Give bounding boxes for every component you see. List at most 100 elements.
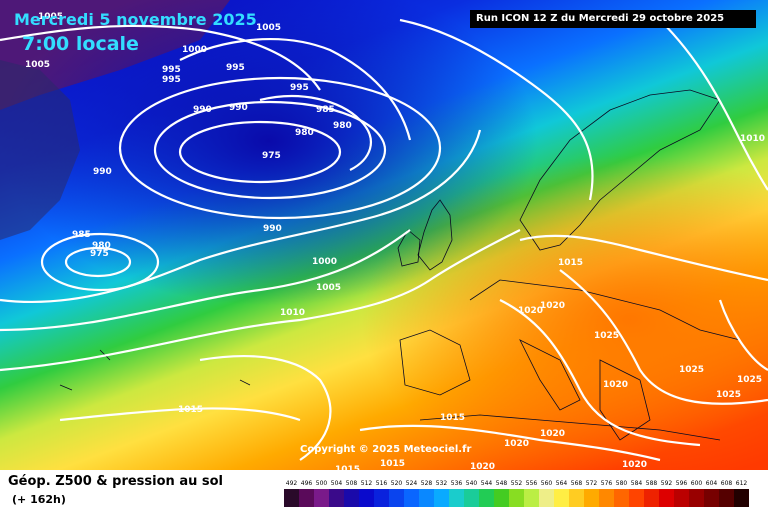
isobar-label: 1010 [740, 134, 765, 144]
isobar-label: 1015 [440, 413, 465, 423]
scale-tick-label: 588 [646, 480, 658, 487]
scale-tick-label: 556 [526, 480, 538, 487]
scale-tick-label: 604 [706, 480, 718, 487]
color-scale: 492 496 500 504 508 512 516 520 524 528 532 536 540 5… [284, 480, 749, 507]
scale-color-swatch [449, 489, 464, 507]
scale-tick-label: 600 [691, 480, 703, 487]
isobar-label: 1020 [622, 460, 647, 470]
scale-tick-label: 576 [601, 480, 613, 487]
isobar-label: 990 [229, 103, 248, 113]
scale-color-swatch [374, 489, 389, 507]
isobar-label: 1010 [280, 308, 305, 318]
scale-color-swatch [689, 489, 704, 507]
scale-color-swatch [284, 489, 299, 507]
geopotential-map: 1005 1005 1000 995 995 995 995 990 990 9… [0, 0, 768, 470]
scale-color-swatch [614, 489, 629, 507]
scale-color-swatch [599, 489, 614, 507]
scale-color-swatch [539, 489, 554, 507]
scale-color-swatch [299, 489, 314, 507]
isobar-label: 975 [262, 151, 281, 161]
isobar-label: 1025 [737, 375, 762, 385]
isobar-label: 1015 [558, 258, 583, 268]
scale-color-swatch [434, 489, 449, 507]
scale-tick-label: 552 [511, 480, 523, 487]
isobar-label: 1020 [540, 429, 565, 439]
map-title: Géop. Z500 & pression au sol [8, 474, 223, 489]
scale-color-swatch [479, 489, 494, 507]
scale-tick-label: 580 [616, 480, 628, 487]
scale-tick-label: 512 [361, 480, 373, 487]
isobar-label: 995 [226, 63, 245, 73]
scale-tick-label: 608 [721, 480, 733, 487]
isobar-label: 975 [90, 249, 109, 259]
isobar-label: 1025 [594, 331, 619, 341]
isobar-label: 1020 [518, 306, 543, 316]
isobar-label: 985 [316, 105, 335, 115]
scale-tick-label: 520 [391, 480, 403, 487]
forecast-date: Mercredi 5 novembre 2025 [14, 10, 257, 29]
isobar-label: 990 [193, 105, 212, 115]
scale-tick-label: 524 [406, 480, 418, 487]
scale-tick-label: 544 [481, 480, 493, 487]
scale-tick-label: 532 [436, 480, 448, 487]
scale-color-swatch [569, 489, 584, 507]
scale-tick-label: 596 [676, 480, 688, 487]
scale-color-swatch [389, 489, 404, 507]
isobar-label: 990 [93, 167, 112, 177]
scale-color-swatch [329, 489, 344, 507]
scale-color-swatch [659, 489, 674, 507]
isobar-label: 1015 [380, 459, 405, 469]
isobar-label: 1025 [716, 390, 741, 400]
isobar-label: 980 [92, 241, 111, 251]
scale-color-swatch [584, 489, 599, 507]
isobar-label: 1020 [504, 439, 529, 449]
scale-color-swatch [719, 489, 734, 507]
scale-tick-label: 584 [631, 480, 643, 487]
copyright-text: Copyright © 2025 Meteociel.fr [300, 444, 472, 455]
legend-footer: Géop. Z500 & pression au sol (+ 162h) 49… [0, 470, 768, 512]
isobar-label: 1025 [679, 365, 704, 375]
scale-tick-label: 560 [541, 480, 553, 487]
scale-color-swatch [509, 489, 524, 507]
isobar-label: 995 [162, 75, 181, 85]
isobar-label: 1005 [316, 283, 341, 293]
scale-color-swatch [524, 489, 539, 507]
scale-tick-label: 516 [376, 480, 388, 487]
scale-color-swatch [704, 489, 719, 507]
forecast-time: 7:00 locale [22, 33, 139, 55]
scale-tick-label: 500 [316, 480, 328, 487]
isobar-label: 995 [162, 65, 181, 75]
isobar-label: 1000 [312, 257, 337, 267]
isobar-label: 1015 [335, 465, 360, 470]
model-run-label: Run ICON 12 Z du Mercredi 29 octobre 202… [470, 10, 756, 28]
forecast-offset: (+ 162h) [12, 493, 66, 506]
scale-tick-label: 592 [661, 480, 673, 487]
scale-color-swatch [419, 489, 434, 507]
isobar-label: 985 [72, 230, 91, 240]
scale-tick-label: 612 [736, 480, 748, 487]
isobar-label: 980 [333, 121, 352, 131]
isobar-label: 1005 [256, 23, 281, 33]
scale-color-swatch [494, 489, 509, 507]
isobar-label: 980 [295, 128, 314, 138]
isobar-label: 990 [263, 224, 282, 234]
scale-tick-label: 564 [556, 480, 568, 487]
scale-color-swatch [344, 489, 359, 507]
scale-tick-label: 492 [286, 480, 298, 487]
scale-tick-label: 504 [331, 480, 343, 487]
scale-color-swatch [404, 489, 419, 507]
isobar-label: 1005 [38, 12, 63, 22]
scale-color-swatch [554, 489, 569, 507]
isobar-label: 995 [290, 83, 309, 93]
scale-color-swatch [644, 489, 659, 507]
isobar-label: 1020 [470, 462, 495, 470]
isobar-label: 1005 [25, 60, 50, 70]
isobar-label: 1020 [540, 301, 565, 311]
scale-color-swatch [734, 489, 749, 507]
scale-tick-label: 540 [466, 480, 478, 487]
scale-tick-label: 528 [421, 480, 433, 487]
scale-tick-label: 536 [451, 480, 463, 487]
scale-color-swatch [314, 489, 329, 507]
scale-tick-label: 496 [301, 480, 313, 487]
